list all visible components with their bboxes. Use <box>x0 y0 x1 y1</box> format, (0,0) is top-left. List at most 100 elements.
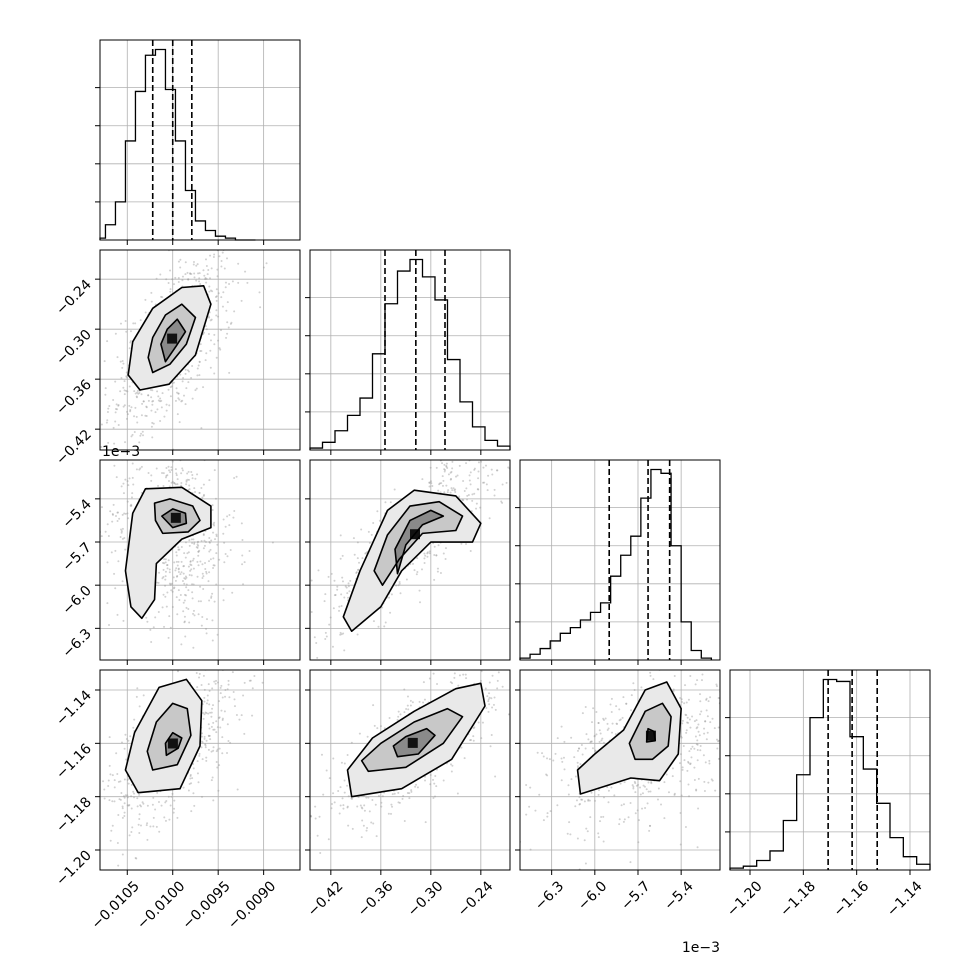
scatter-point <box>532 401 534 403</box>
scatter-point <box>134 406 137 409</box>
scatter-point <box>615 705 618 708</box>
scatter-point <box>171 606 174 609</box>
scatter-point <box>201 732 204 735</box>
scatter-point <box>364 552 367 555</box>
scatter-point <box>428 481 431 484</box>
scatter-point <box>295 822 297 824</box>
scatter-point <box>402 794 405 797</box>
scatter-point <box>699 713 702 716</box>
scatter-point <box>225 336 228 339</box>
scatter-point <box>200 427 203 430</box>
scatter-point <box>211 687 214 690</box>
scatter-point <box>287 826 289 828</box>
panel-content <box>100 436 274 649</box>
scatter-point <box>210 715 213 718</box>
scatter-point <box>687 783 690 786</box>
scatter-point <box>164 578 167 581</box>
scatter-point <box>135 468 138 471</box>
scatter-point <box>209 339 212 342</box>
scatter-point <box>218 717 221 720</box>
scatter-point <box>713 727 716 730</box>
scatter-point <box>339 631 342 634</box>
scatter-point <box>232 691 235 694</box>
scatter-point <box>148 454 150 456</box>
scatter-point <box>194 245 196 247</box>
scatter-point <box>226 555 229 558</box>
scatter-point <box>451 682 454 685</box>
scatter-point <box>314 817 317 820</box>
scatter-point <box>528 805 531 808</box>
scatter-point <box>174 399 177 402</box>
scatter-point <box>212 721 215 724</box>
scatter-point <box>181 467 184 470</box>
scatter-point <box>124 733 127 736</box>
scatter-point <box>560 779 563 782</box>
scatter-point <box>208 536 211 539</box>
scatter-point <box>457 684 460 687</box>
scatter-point <box>191 583 194 586</box>
scatter-point <box>176 816 179 819</box>
scatter-point <box>227 739 230 742</box>
scatter-point <box>455 475 458 478</box>
scatter-point <box>45 441 47 443</box>
scatter-point <box>131 433 134 436</box>
scatter-point <box>465 542 468 545</box>
scatter-point <box>193 272 196 275</box>
scatter-point <box>485 483 488 486</box>
scatter-point <box>208 479 211 482</box>
scatter-point <box>416 570 419 573</box>
scatter-point <box>208 241 210 243</box>
scatter-point <box>196 263 199 266</box>
scatter-point <box>271 802 273 804</box>
scatter-point <box>125 376 128 379</box>
scatter-point <box>488 681 491 684</box>
scatter-point <box>533 687 535 689</box>
scatter-point <box>319 851 322 854</box>
scatter-point <box>79 874 81 876</box>
scatter-point <box>602 741 605 744</box>
scatter-point <box>487 698 490 701</box>
scatter-point <box>228 696 231 699</box>
scatter-point <box>747 747 749 749</box>
scatter-point <box>505 481 508 484</box>
scatter-point <box>186 472 189 475</box>
scatter-point <box>142 400 145 403</box>
scatter-point <box>517 698 519 700</box>
scatter-point <box>361 557 364 560</box>
scatter-point <box>477 488 480 491</box>
scatter-point <box>373 724 376 727</box>
scatter-point <box>177 570 180 573</box>
scatter-point <box>183 552 186 555</box>
scatter-point <box>366 735 369 738</box>
scatter-point <box>199 560 202 563</box>
scatter-point <box>122 482 125 485</box>
scatter-point <box>695 743 698 746</box>
scatter-point <box>466 494 469 497</box>
scatter-point <box>352 537 355 540</box>
scatter-point <box>443 463 446 466</box>
scatter-point <box>135 415 138 418</box>
scatter-point <box>185 594 188 597</box>
scatter-point <box>409 699 412 702</box>
scatter-point <box>198 277 201 280</box>
scatter-point <box>198 752 201 755</box>
scatter-point <box>361 819 364 822</box>
y-tick-label: −1.18 <box>53 794 95 836</box>
scatter-point <box>709 721 712 724</box>
scatter-point <box>598 789 601 792</box>
scatter-point <box>105 421 108 424</box>
scatter-point <box>685 701 688 704</box>
scatter-point <box>689 763 692 766</box>
scatter-point <box>224 553 227 556</box>
scatter-point <box>222 532 225 535</box>
scatter-point <box>184 273 187 276</box>
scatter-point <box>704 720 707 723</box>
scatter-point <box>336 588 339 591</box>
scatter-point <box>494 708 497 711</box>
scatter-point <box>390 812 393 815</box>
scatter-point <box>680 735 683 738</box>
scatter-point <box>136 436 138 438</box>
scatter-point <box>636 809 639 812</box>
scatter-point <box>150 640 153 643</box>
scatter-point <box>204 711 207 714</box>
